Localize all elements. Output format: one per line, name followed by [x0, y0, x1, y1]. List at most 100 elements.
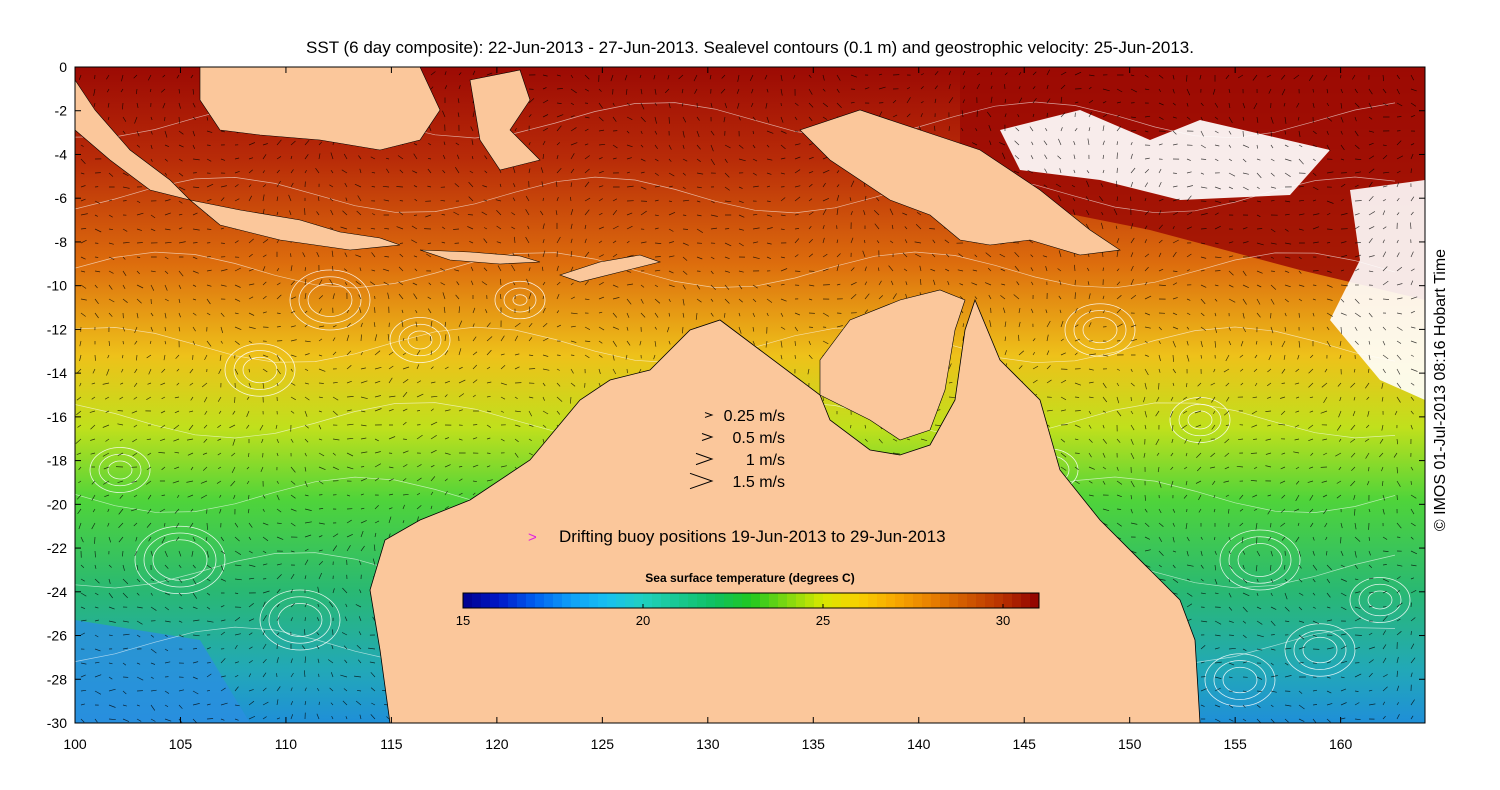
sealevel-contour	[1213, 660, 1267, 700]
sealevel-contour	[1228, 536, 1292, 584]
colorbar-swatch	[688, 593, 698, 608]
colorbar-swatch	[526, 593, 536, 608]
land-sumatra	[75, 79, 191, 201]
colorbar-title: Sea surface temperature (degrees C)	[645, 571, 854, 585]
land-timor	[559, 254, 662, 283]
colorbar-swatches	[463, 593, 1040, 608]
sealevel-contour	[233, 350, 287, 390]
velocity-legend-label: 0.25 m/s	[724, 408, 785, 425]
x-tick-label: 100	[63, 736, 87, 752]
velocity-legend-arrow	[704, 412, 714, 418]
sealevel-contour	[298, 276, 362, 324]
sealevel-contour	[1082, 316, 1118, 344]
colorbar-swatch	[760, 593, 770, 608]
colorbar-swatch	[751, 593, 761, 608]
sealevel-contour	[75, 251, 1396, 289]
x-tick-label: 110	[275, 736, 298, 752]
y-tick-label: -8	[55, 234, 68, 250]
colorbar-swatch	[895, 593, 905, 608]
y-tick-label: -28	[47, 671, 67, 687]
y-tick-label: -14	[47, 365, 67, 381]
velocity-legend-label: 1 m/s	[746, 452, 785, 469]
sealevel-contour	[512, 294, 528, 306]
cloud-cover	[1330, 180, 1425, 400]
colorbar-ticks: 15 20 25 30	[456, 604, 1010, 628]
y-tick-label: -12	[47, 321, 67, 337]
sealevel-contours	[75, 101, 1411, 707]
buoy-legend-label: Drifting buoy positions 19-Jun-2013 to 2…	[559, 527, 946, 546]
velocity-legend-label: 1.5 m/s	[733, 474, 785, 491]
velocity-legend-arrow	[689, 472, 714, 490]
colorbar-tick-label: 20	[636, 613, 650, 628]
land-new-guinea	[799, 109, 1121, 256]
colorbar-tick-label: 30	[996, 613, 1010, 628]
land-java	[189, 199, 401, 251]
colorbar-swatch	[670, 593, 680, 608]
colorbar-swatch	[868, 593, 878, 608]
velocity-legend-arrow	[701, 433, 714, 441]
colorbar-swatch	[805, 593, 815, 608]
x-tick-label: 145	[1013, 736, 1037, 752]
buoy-legend: > Drifting buoy positions 19-Jun-2013 to…	[528, 527, 946, 546]
x-tick-label: 130	[696, 736, 720, 752]
sealevel-contour	[1064, 303, 1136, 357]
y-tick-label: -30	[47, 715, 67, 731]
map-title: SST (6 day composite): 22-Jun-2013 - 27-…	[306, 38, 1194, 57]
sealevel-contour	[389, 317, 451, 363]
colorbar-swatch	[706, 593, 716, 608]
x-tick-label: 120	[485, 736, 509, 752]
colorbar-swatch	[940, 593, 950, 608]
sealevel-contour	[1222, 666, 1258, 694]
colorbar-swatch	[517, 593, 527, 608]
plot-frame	[74, 66, 1426, 724]
sealevel-contour	[259, 589, 341, 651]
sealevel-contour	[1293, 630, 1347, 670]
colorbar-swatch	[922, 593, 932, 608]
colorbar-swatch	[931, 593, 941, 608]
land-australia	[369, 298, 1201, 723]
sealevel-contour	[1219, 529, 1301, 591]
colorbar-swatch	[643, 593, 653, 608]
colorbar-swatch	[814, 593, 824, 608]
colorbar-swatch	[904, 593, 914, 608]
colorbar-swatch	[976, 593, 986, 608]
colorbar-swatch	[652, 593, 662, 608]
y-tick-label: -2	[55, 103, 68, 119]
colorbar-swatch	[472, 593, 482, 608]
colorbar-swatch	[994, 593, 1004, 608]
colorbar-swatch	[733, 593, 743, 608]
colorbar-swatch	[958, 593, 968, 608]
colorbar-swatch	[535, 593, 545, 608]
sealevel-contour	[1073, 310, 1127, 350]
colorbar: Sea surface temperature (degrees C) 15 20…	[456, 571, 1040, 628]
sealevel-contour	[1349, 577, 1411, 623]
colorbar-swatch	[490, 593, 500, 608]
buoy-legend-marker: >	[528, 529, 537, 546]
sealevel-contour	[307, 283, 353, 317]
colorbar-swatch	[832, 593, 842, 608]
colorbar-swatch	[679, 593, 689, 608]
x-tick-label: 140	[907, 736, 931, 752]
colorbar-swatch	[544, 593, 554, 608]
sealevel-contour	[1237, 543, 1283, 577]
y-tick-label: -16	[47, 409, 67, 425]
colorbar-swatch	[1012, 593, 1022, 608]
velocity-legend: 0.25 m/s 0.5 m/s 1 m/s 1.5 m/s	[689, 408, 785, 491]
colorbar-swatch	[1030, 593, 1040, 608]
colorbar-swatch	[1003, 593, 1013, 608]
map-axes: 100 105 110 115 120 125 130 135 140 145 150 155 1600…	[47, 59, 1425, 752]
colorbar-swatch	[580, 593, 590, 608]
colorbar-tick-label: 25	[816, 613, 830, 628]
sealevel-contour	[1302, 636, 1338, 664]
land-nusa-tenggara	[419, 249, 541, 265]
colorbar-frame	[462, 592, 1040, 609]
x-tick-label: 115	[380, 736, 403, 752]
colorbar-swatch	[886, 593, 896, 608]
x-tick-label: 135	[802, 736, 826, 752]
colorbar-swatch	[859, 593, 869, 608]
imos-credit: © IMOS 01-Jul-2013 08:16 Hobart Time	[1432, 248, 1449, 532]
y-tick-label: -26	[47, 628, 67, 644]
colorbar-swatch	[823, 593, 833, 608]
y-tick-label: -10	[47, 278, 67, 294]
